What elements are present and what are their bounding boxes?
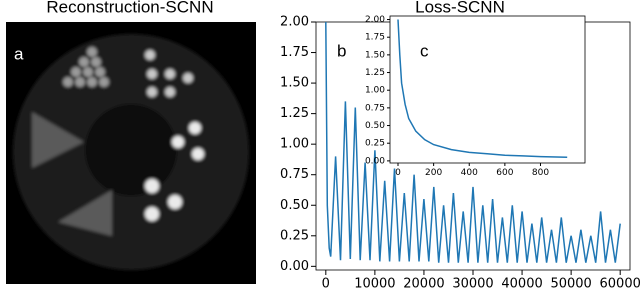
y-tick-label: 1.75: [280, 45, 309, 60]
y-tick-label: 1.50: [365, 50, 385, 60]
x-tick-label: 0: [395, 168, 401, 178]
y-tick-label: 0.25: [365, 139, 385, 149]
panel-label: a: [14, 44, 24, 63]
x-tick-label: 30000: [452, 277, 493, 289]
x-tick-label: 40000: [501, 277, 542, 289]
y-tick-label: 1.00: [280, 137, 309, 152]
y-tick-label: 2.00: [280, 15, 309, 30]
x-tick-label: 600: [496, 168, 513, 178]
panel-label: b: [337, 41, 346, 60]
phantom-image: [6, 22, 256, 284]
y-tick-label: 2.00: [365, 15, 385, 25]
y-tick-label: 0.00: [365, 156, 385, 166]
x-tick-label: 50000: [550, 277, 591, 289]
y-tick-label: 0.50: [280, 198, 309, 213]
y-tick-label: 1.25: [280, 106, 309, 121]
x-tick-label: 0: [322, 277, 330, 289]
image-title: Reconstruction-SCNN: [46, 0, 213, 16]
x-tick-label: 200: [425, 168, 442, 178]
x-tick-label: 20000: [403, 277, 444, 289]
y-tick-label: 0.50: [365, 121, 385, 131]
y-tick-label: 1.00: [365, 86, 385, 96]
plot-area: [389, 15, 586, 164]
y-tick-label: 1.75: [365, 33, 385, 43]
y-tick-label: 0.75: [365, 103, 385, 113]
y-tick-label: 0.00: [280, 259, 309, 274]
y-tick-label: 0.25: [280, 228, 309, 243]
y-tick-label: 1.25: [365, 68, 385, 78]
panel-label: c: [420, 41, 429, 60]
x-tick-label: 800: [532, 168, 549, 178]
y-tick-label: 1.50: [280, 76, 309, 91]
x-tick-label: 10000: [354, 277, 395, 289]
chart-title: Loss-SCNN: [415, 0, 505, 16]
y-tick-label: 0.75: [280, 167, 309, 182]
x-tick-label: 400: [461, 168, 478, 178]
x-tick-label: 60000: [600, 277, 640, 289]
loss-line: [397, 19, 568, 159]
loss-line: [325, 22, 621, 263]
